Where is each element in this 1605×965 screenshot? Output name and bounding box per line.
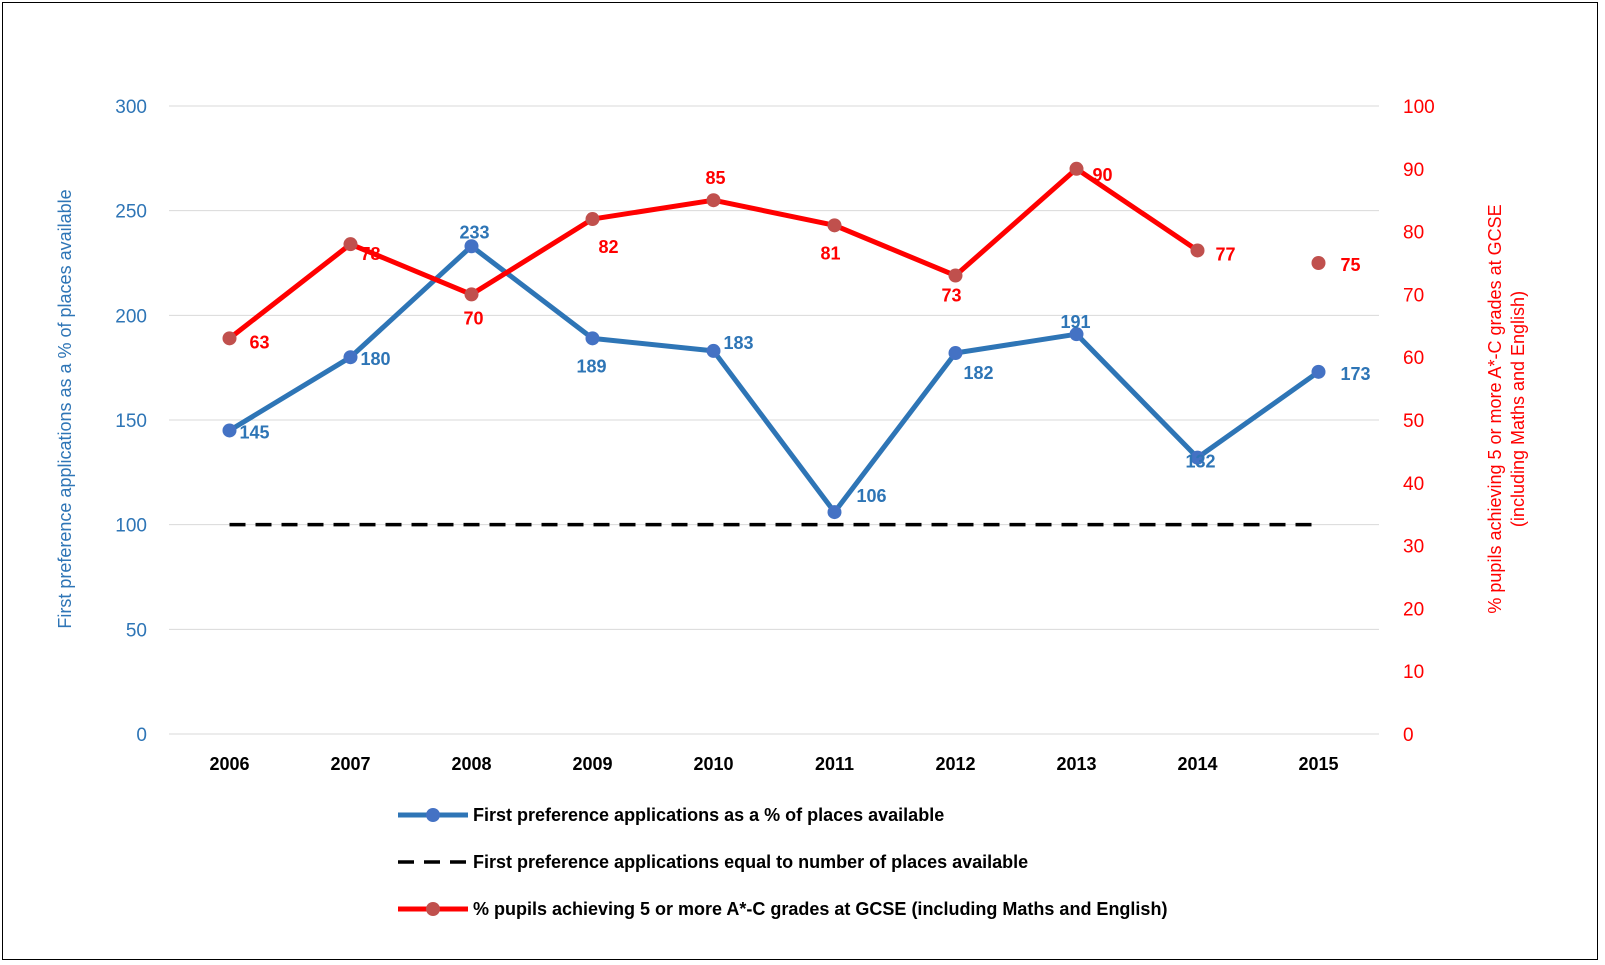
data-point-applications (948, 346, 963, 361)
chart-svg: 0 50 100 150 200 250 300 0 10 20 30 40 50 60 70 80 90 10… (55, 97, 1528, 919)
data-point-applications (1311, 364, 1326, 379)
data-point-applications (464, 239, 479, 254)
right-axis-title-line2: (including Maths and English) (1508, 291, 1528, 527)
x-tick-label: 2012 (935, 754, 975, 774)
right-axis-title-line1: % pupils achieving 5 or more A*-C grades… (1485, 204, 1505, 613)
data-label-applications: 106 (857, 486, 887, 506)
data-point-gcse (948, 268, 963, 283)
data-point-gcse (464, 287, 479, 302)
data-label-applications: 183 (724, 333, 754, 353)
data-point-applications (706, 343, 721, 358)
x-tick-label: 2015 (1298, 754, 1338, 774)
x-axis-ticks: 2006 2007 2008 2009 2010 2011 2012 2013 2014 2015 (209, 754, 1338, 774)
series-layer (222, 161, 1326, 527)
gridlines (169, 105, 1379, 735)
data-label-gcse: 63 (250, 332, 270, 352)
right-tick-label: 10 (1403, 662, 1424, 683)
data-label-gcse: 70 (464, 308, 484, 328)
data-point-applications (1069, 327, 1084, 342)
data-label-gcse: 81 (821, 243, 841, 263)
left-tick-label: 300 (115, 97, 147, 118)
data-point-applications (1190, 450, 1205, 465)
data-point-gcse (585, 212, 600, 227)
left-tick-label: 0 (136, 725, 147, 746)
legend-marker-applications (426, 808, 440, 822)
series-line-applications (228, 243, 1320, 515)
right-axis-ticks: 0 10 20 30 40 50 60 70 80 90 100 (1403, 97, 1435, 746)
legend: First preference applications as a % of … (398, 805, 1167, 919)
right-tick-label: 100 (1403, 97, 1435, 118)
left-axis-ticks: 0 50 100 150 200 250 300 (115, 97, 147, 746)
left-tick-label: 150 (115, 411, 147, 432)
legend-label: First preference applications as a % of … (473, 805, 944, 825)
legend-label: First preference applications equal to n… (473, 852, 1028, 872)
data-label-gcse: 78 (361, 244, 381, 264)
x-tick-label: 2007 (330, 754, 370, 774)
left-tick-label: 50 (126, 620, 147, 641)
data-label-applications: 180 (361, 349, 391, 369)
x-tick-label: 2006 (209, 754, 249, 774)
data-label-applications: 191 (1061, 312, 1091, 332)
data-label-gcse: 75 (1341, 255, 1361, 275)
right-tick-label: 0 (1403, 725, 1414, 746)
right-tick-label: 80 (1403, 223, 1424, 244)
x-tick-label: 2013 (1056, 754, 1096, 774)
data-point-gcse (827, 218, 842, 233)
left-tick-label: 250 (115, 202, 147, 223)
data-label-applications: 182 (964, 363, 994, 383)
data-point-gcse (343, 237, 358, 252)
data-point-gcse (222, 331, 237, 346)
data-label-gcse: 90 (1093, 165, 1113, 185)
x-tick-label: 2009 (572, 754, 612, 774)
data-point-applications (827, 505, 842, 520)
data-point-gcse (1190, 243, 1205, 258)
data-label-gcse: 82 (599, 237, 619, 257)
legend-marker-gcse (426, 902, 440, 916)
data-label-applications: 189 (577, 356, 607, 376)
left-tick-label: 200 (115, 306, 147, 327)
right-tick-label: 70 (1403, 285, 1424, 306)
data-label-applications: 233 (460, 222, 490, 242)
x-tick-label: 2010 (693, 754, 733, 774)
x-tick-label: 2014 (1177, 754, 1217, 774)
right-tick-label: 60 (1403, 348, 1424, 369)
left-axis-title: First preference applications as a % of … (55, 189, 75, 628)
right-tick-label: 40 (1403, 474, 1424, 495)
data-label-gcse: 85 (706, 168, 726, 188)
data-point-applications (343, 350, 358, 365)
data-point-applications (222, 423, 237, 438)
x-tick-label: 2011 (815, 754, 854, 774)
legend-label: % pupils achieving 5 or more A*-C grades… (473, 899, 1167, 919)
data-point-applications (585, 331, 600, 346)
right-tick-label: 20 (1403, 599, 1424, 620)
right-tick-label: 90 (1403, 160, 1424, 181)
left-tick-label: 100 (115, 516, 147, 537)
right-tick-label: 30 (1403, 537, 1424, 558)
right-tick-label: 50 (1403, 411, 1424, 432)
x-tick-label: 2008 (451, 754, 491, 774)
data-label-gcse: 77 (1216, 244, 1236, 264)
data-label-applications: 145 (240, 422, 270, 442)
data-point-gcse (1069, 161, 1084, 176)
data-label-gcse: 73 (942, 286, 962, 306)
data-point-gcse (1311, 256, 1326, 270)
data-label-applications: 173 (1341, 364, 1371, 384)
data-label-applications: 132 (1186, 452, 1216, 472)
data-labels: 145 180 233 189 183 106 182 191 132 173 63 78 70 82 85… (240, 165, 1371, 506)
data-point-gcse (706, 193, 721, 208)
